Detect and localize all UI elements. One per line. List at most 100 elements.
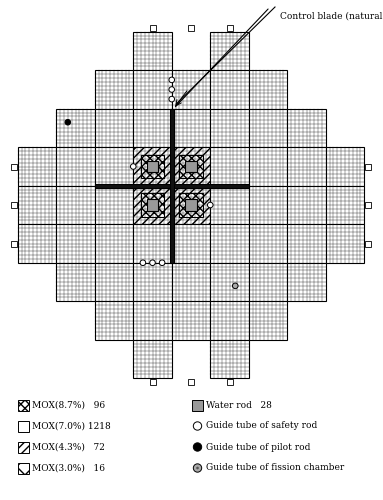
Bar — [149, 379, 155, 385]
Bar — [172, 147, 210, 186]
Bar — [287, 263, 326, 301]
Bar — [210, 186, 249, 224]
Bar — [141, 194, 164, 216]
Bar — [172, 224, 210, 263]
Bar — [133, 109, 172, 147]
Bar — [226, 379, 232, 385]
Circle shape — [193, 443, 202, 451]
Bar — [249, 301, 287, 340]
Bar — [210, 340, 249, 378]
Circle shape — [232, 283, 238, 288]
Bar — [133, 301, 172, 340]
Bar — [133, 70, 172, 109]
Bar — [18, 186, 56, 224]
Bar — [95, 109, 133, 147]
Bar — [365, 164, 371, 170]
Bar — [18, 224, 56, 263]
Bar — [95, 147, 133, 186]
Bar — [210, 32, 249, 70]
Bar — [95, 224, 133, 263]
Bar — [147, 199, 158, 211]
Bar — [210, 70, 249, 109]
Text: Water rod   28: Water rod 28 — [206, 400, 272, 409]
Circle shape — [65, 120, 70, 125]
Bar — [287, 147, 326, 186]
Bar — [18, 400, 29, 410]
Bar — [185, 199, 197, 211]
Bar — [365, 202, 371, 208]
Bar — [172, 109, 210, 147]
Circle shape — [208, 202, 213, 208]
Text: Control blade (natural B₄C): Control blade (natural B₄C) — [280, 12, 383, 21]
Bar — [133, 32, 172, 70]
Bar — [95, 186, 133, 224]
Text: MOX(7.0%) 1218: MOX(7.0%) 1218 — [32, 422, 111, 430]
Bar — [11, 240, 17, 246]
Bar — [185, 160, 197, 172]
Bar — [95, 70, 133, 109]
Bar — [133, 263, 172, 301]
Bar — [326, 186, 364, 224]
Bar — [56, 224, 95, 263]
Circle shape — [193, 464, 202, 472]
Circle shape — [169, 96, 175, 102]
Circle shape — [131, 164, 136, 170]
Bar — [249, 70, 287, 109]
Bar — [210, 263, 249, 301]
Text: MOX(8.7%)   96: MOX(8.7%) 96 — [32, 400, 105, 409]
Bar — [287, 109, 326, 147]
Bar — [141, 155, 164, 178]
Bar — [18, 442, 29, 452]
Bar — [210, 224, 249, 263]
Bar — [95, 184, 249, 188]
Bar — [95, 301, 133, 340]
Bar — [249, 147, 287, 186]
Bar — [249, 224, 287, 263]
Bar — [18, 147, 56, 186]
Bar — [56, 109, 95, 147]
Text: Guide tube of pilot rod: Guide tube of pilot rod — [206, 442, 310, 452]
Bar — [56, 186, 95, 224]
Bar — [249, 263, 287, 301]
Text: Guide tube of safety rod: Guide tube of safety rod — [206, 422, 317, 430]
Bar — [133, 186, 172, 224]
Text: Guide tube of fission chamber: Guide tube of fission chamber — [206, 464, 344, 472]
Bar — [180, 194, 203, 216]
Bar — [172, 186, 210, 224]
Bar — [147, 160, 158, 172]
Bar — [172, 263, 210, 301]
Bar — [249, 186, 287, 224]
Bar — [95, 263, 133, 301]
Text: MOX(3.0%)   16: MOX(3.0%) 16 — [32, 464, 105, 472]
Bar — [172, 301, 210, 340]
Circle shape — [150, 260, 155, 266]
Circle shape — [169, 77, 175, 82]
Bar — [210, 109, 249, 147]
Bar — [11, 164, 17, 170]
Bar — [18, 462, 29, 473]
Text: MOX(4.3%)   72: MOX(4.3%) 72 — [32, 442, 105, 452]
Circle shape — [196, 466, 199, 469]
Bar — [56, 263, 95, 301]
Bar — [210, 147, 249, 186]
Bar — [192, 400, 203, 410]
Bar — [18, 420, 29, 432]
Bar — [226, 24, 232, 31]
Bar — [170, 109, 173, 263]
Bar — [11, 202, 17, 208]
Bar — [326, 224, 364, 263]
Circle shape — [140, 260, 146, 266]
Bar — [326, 147, 364, 186]
Circle shape — [159, 260, 165, 266]
Bar — [365, 240, 371, 246]
Bar — [287, 186, 326, 224]
Bar — [133, 224, 172, 263]
Bar — [210, 301, 249, 340]
Bar — [188, 379, 194, 385]
Circle shape — [169, 86, 175, 92]
Bar — [133, 147, 172, 186]
Circle shape — [193, 422, 202, 430]
Bar — [287, 224, 326, 263]
Bar — [56, 147, 95, 186]
Bar — [133, 340, 172, 378]
